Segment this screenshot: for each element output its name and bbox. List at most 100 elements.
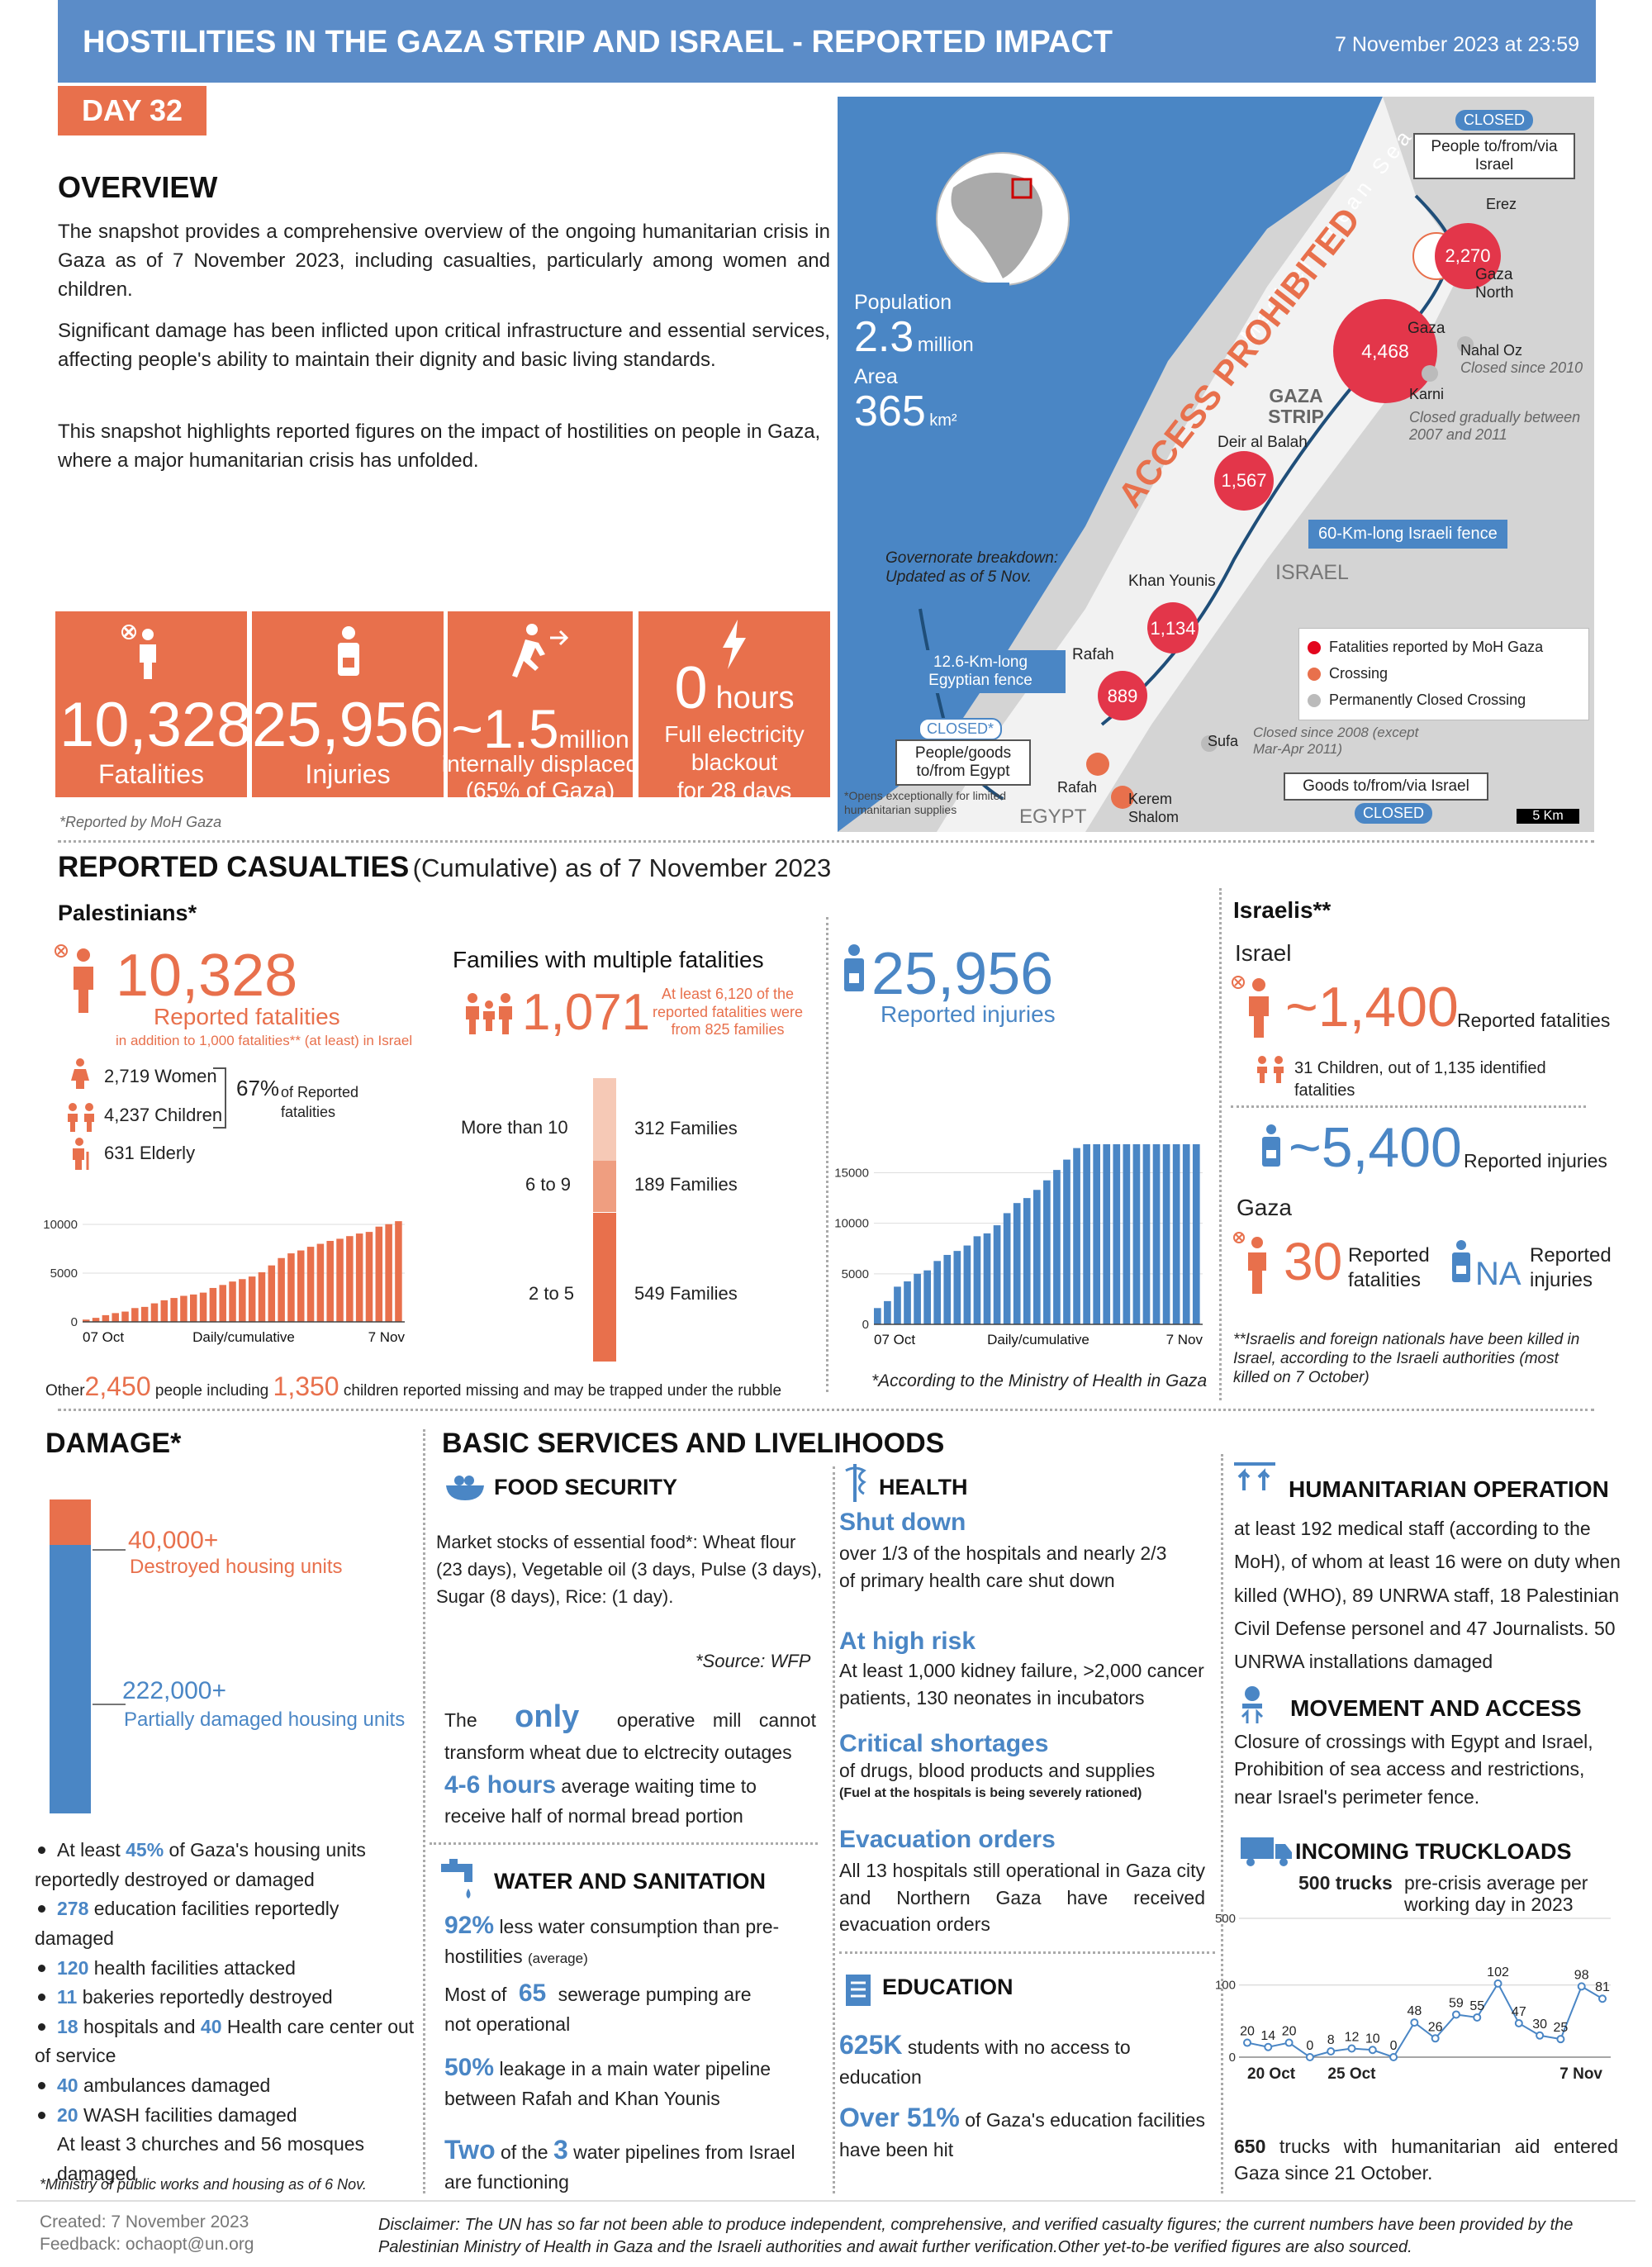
trucks-footer: 650 trucks with humanitarian aid entered… bbox=[1234, 2133, 1618, 2186]
bar bbox=[150, 1303, 159, 1322]
shut-heading: Shut down bbox=[839, 1509, 966, 1536]
feedback-email[interactable]: Feedback: ochaopt@un.org bbox=[40, 2235, 254, 2254]
water-item-1-value: 92% bbox=[444, 1912, 495, 1939]
truck-point bbox=[1556, 2035, 1565, 2044]
truck-icon bbox=[1241, 1837, 1292, 1866]
opens-note: *Opens exceptionally for limited humanit… bbox=[844, 789, 1007, 816]
bar bbox=[180, 1295, 188, 1322]
fam-row-2-value: 189 Families bbox=[634, 1174, 738, 1195]
legend-closed-label: Permanently Closed Crossing bbox=[1329, 692, 1526, 708]
bar bbox=[1132, 1144, 1141, 1324]
children-icon bbox=[68, 1103, 94, 1132]
damage-bar-partial bbox=[50, 1545, 91, 1813]
bar bbox=[102, 1314, 110, 1322]
water-item-4-value: Two bbox=[444, 2135, 496, 2165]
food-heading: FOOD SECURITY bbox=[494, 1475, 678, 1499]
page-title: HOSTILITIES IN THE GAZA STRIP AND ISRAEL… bbox=[83, 25, 1113, 59]
truck-point bbox=[1327, 2047, 1336, 2056]
families-bar-1 bbox=[593, 1078, 616, 1165]
fence-60-box: 60-Km-long Israeli fence bbox=[1308, 520, 1507, 549]
bar bbox=[973, 1236, 981, 1324]
y-tick-label: 0 bbox=[71, 1315, 78, 1329]
y-tick-label: 5000 bbox=[50, 1267, 78, 1281]
bar bbox=[287, 1253, 295, 1322]
bar bbox=[199, 1292, 207, 1322]
fatality-icon bbox=[1233, 1232, 1266, 1294]
damage-item-value: 278 bbox=[57, 1898, 89, 1920]
water-heading: WATER AND SANITATION bbox=[494, 1869, 766, 1894]
x-tick-label: 7 Nov bbox=[368, 1329, 406, 1345]
water-item-1: 92% less water consumption than pre-host… bbox=[444, 1908, 808, 1970]
palestinians-heading: Palestinians* bbox=[58, 901, 197, 925]
bar bbox=[375, 1226, 383, 1322]
edu-item-1-value: 625K bbox=[839, 2030, 903, 2060]
families-title: Families with multiple fatalities bbox=[453, 947, 764, 972]
partial-label: Partially damaged housing units bbox=[124, 1709, 406, 1731]
hours-wait: 4-6 hours average waiting time to receiv… bbox=[444, 1768, 816, 1829]
truck-point bbox=[1598, 1994, 1607, 2003]
bar bbox=[385, 1224, 392, 1322]
humanitarian-text: at least 192 medical staff (according to… bbox=[1234, 1518, 1621, 1672]
kpi-electricity-label: Full electricity blackout bbox=[664, 721, 805, 775]
families-bar-3 bbox=[593, 1213, 616, 1362]
water-tap-icon bbox=[441, 1859, 472, 1899]
x-tick-label: 7 Nov bbox=[1559, 2065, 1602, 2083]
moh-note: *According to the Ministry of Health in … bbox=[871, 1371, 1208, 1390]
x-tick-label: 07 Oct bbox=[874, 1332, 915, 1347]
y-tick-label: 10000 bbox=[43, 1218, 78, 1232]
only-post: operative mill cannot transform wheat du… bbox=[444, 1709, 816, 1764]
area-unit: km² bbox=[929, 411, 957, 430]
bar bbox=[1152, 1144, 1161, 1324]
bar bbox=[1103, 1144, 1111, 1324]
bar bbox=[268, 1265, 276, 1322]
israel-children: 31 Children, out of 1,135 identified fat… bbox=[1294, 1059, 1546, 1100]
injured-value: 25,956 bbox=[871, 941, 1054, 1007]
water-item-2-value: 65 bbox=[518, 1979, 547, 2007]
day-badge: DAY 32 bbox=[58, 86, 206, 135]
overview-heading: OVERVIEW bbox=[58, 170, 218, 204]
trucks-note: pre-crisis average per working day in 20… bbox=[1404, 1872, 1588, 1916]
damage-item: At least 45% of Gaza's housing units rep… bbox=[35, 1836, 415, 1894]
population-number: 2.3 bbox=[854, 313, 914, 361]
bar bbox=[297, 1250, 305, 1322]
legend-fatalities-label: Fatalities reported by MoH Gaza bbox=[1329, 639, 1544, 655]
bar bbox=[963, 1245, 971, 1324]
bar bbox=[278, 1257, 285, 1322]
lightning-icon bbox=[723, 620, 746, 669]
bar bbox=[1053, 1170, 1061, 1324]
x-axis-label: Daily/cumulative bbox=[987, 1332, 1089, 1347]
kpi-displaced-label: internally displaced bbox=[441, 751, 639, 777]
israel-injured-label: Reported injuries bbox=[1464, 1150, 1607, 1172]
bar bbox=[894, 1286, 901, 1324]
header-bar bbox=[58, 0, 1596, 83]
children-count: 4,237 Children bbox=[104, 1105, 223, 1125]
truck-data-label: 102 bbox=[1487, 1965, 1509, 1979]
fam-row-1-label: More than 10 bbox=[461, 1117, 568, 1138]
kpi-displaced-value: ~1.5million bbox=[448, 697, 633, 760]
area-number: 365 bbox=[854, 387, 926, 435]
health-heading: HEALTH bbox=[879, 1475, 968, 1499]
footer-bar bbox=[17, 2200, 1635, 2202]
humanitarian-icon bbox=[1234, 1462, 1275, 1490]
map-legend: Fatalities reported by MoH Gaza Crossing… bbox=[1298, 628, 1589, 720]
truck-point bbox=[1243, 2038, 1251, 2047]
truck-point bbox=[1410, 2018, 1419, 2027]
kpi-displaced-sub: (65% of Gaza) bbox=[465, 777, 615, 803]
partial-value: 222,000+ bbox=[122, 1677, 226, 1704]
truck-point bbox=[1514, 2018, 1523, 2027]
risk-text: At least 1,000 kidney failure, >2,000 ca… bbox=[839, 1660, 1204, 1709]
families-value: 1,071 bbox=[522, 984, 651, 1041]
shortage-heading: Critical shortages bbox=[839, 1730, 1049, 1757]
kpi-displaced-unit: million bbox=[558, 726, 629, 753]
israel-injured-value: ~5,400 bbox=[1289, 1116, 1462, 1179]
bar bbox=[326, 1240, 334, 1322]
truck-point bbox=[1305, 2053, 1314, 2061]
children-icon bbox=[1257, 1056, 1284, 1083]
legend-item-crossing: Crossing bbox=[1308, 665, 1388, 682]
truck-data-label: 98 bbox=[1574, 1968, 1589, 1982]
closed-star-badge: CLOSED* bbox=[919, 718, 1003, 740]
truck-point bbox=[1264, 2042, 1273, 2051]
bar bbox=[112, 1313, 119, 1322]
damage-item: 20 WASH facilities damaged bbox=[35, 2101, 415, 2131]
fam-row-2-label: 6 to 9 bbox=[525, 1174, 572, 1195]
